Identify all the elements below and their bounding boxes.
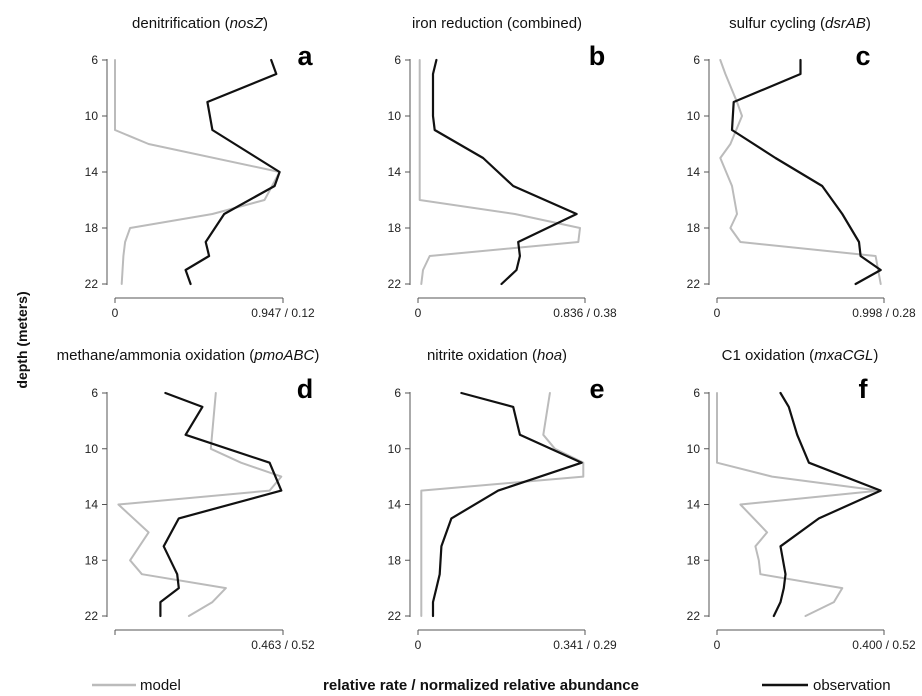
y-tick-label: 18 (687, 553, 701, 567)
y-tick-label: 10 (388, 442, 402, 456)
panel-letter: b (589, 41, 606, 71)
y-tick-label: 6 (693, 53, 700, 67)
panel-b-title: iron reduction (combined) (412, 15, 582, 32)
model-series-line (418, 59, 581, 285)
panel-title-text: denitrification ( (132, 15, 230, 32)
panel-letter: c (855, 41, 870, 71)
panel-e: nitrite oxidation (hoa) e 6 10 14 18 22 0 0.341 … (388, 347, 617, 652)
panel-letter: f (859, 374, 869, 404)
panel-letter: a (297, 41, 313, 71)
x-tick-label: 0 (714, 638, 721, 652)
x-tick-label: 0.998 / 0.28 (852, 306, 916, 320)
y-tick-label: 10 (388, 109, 402, 123)
legend-model: model (92, 677, 181, 694)
panel-d-title: methane/ammonia oxidation (pmoABC) (57, 347, 320, 364)
y-axis-label: depth (meters) (14, 291, 30, 388)
y-tick-label: 18 (687, 221, 701, 235)
x-tick-label: 0.836 / 0.38 (553, 306, 617, 320)
panel-title-gene: hoa (537, 347, 562, 364)
panel-title-close: ) (314, 347, 319, 364)
panel-d: methane/ammonia oxidation (pmoABC)d61014… (57, 347, 320, 652)
legend-model-label: model (140, 677, 181, 694)
y-tick-label: 18 (388, 553, 402, 567)
panel-title-gene: pmoABC (253, 347, 314, 364)
observation-series-line (431, 58, 578, 286)
panel-f-title: C1 oxidation (mxaCGL) (722, 347, 879, 364)
y-tick-label: 10 (85, 442, 99, 456)
panel-title-text: C1 oxidation ( (722, 347, 815, 364)
x-tick-label: 0 (714, 306, 721, 320)
y-tick-label: 18 (388, 221, 402, 235)
model-series-line (716, 392, 880, 617)
x-tick-label: 0.341 / 0.29 (553, 638, 617, 652)
model-series-line (420, 392, 585, 617)
y-tick-label: 18 (85, 221, 99, 235)
x-tick-label: 0.947 / 0.12 (251, 306, 315, 320)
y-tick-label: 6 (693, 386, 700, 400)
panel-c-title: sulfur cycling (dsrAB) (729, 15, 871, 32)
y-tick-label: 6 (394, 53, 401, 67)
panel-title-gene: dsrAB (825, 15, 866, 32)
observation-series-line (772, 391, 882, 618)
panel-title-close: ) (873, 347, 878, 364)
y-tick-label: 14 (388, 165, 402, 179)
panel-a: denitrification (nosZ) a 6 10 14 18 22 0 0.947 /… (85, 15, 315, 320)
x-tick-label: 0.400 / 0.52 (852, 638, 916, 652)
panel-a-title: denitrification (nosZ) (132, 15, 268, 32)
observation-series-line (431, 391, 583, 618)
panel-title-close: ) (866, 15, 871, 32)
model-series-line (719, 59, 882, 285)
observation-series-line (184, 58, 281, 286)
legend-observation: observation (762, 677, 891, 694)
observation-series-line (159, 391, 283, 618)
y-tick-label: 22 (388, 277, 402, 291)
model-series-line (114, 59, 281, 285)
observation-series-line (730, 58, 882, 286)
x-tick-label: 0 (415, 306, 422, 320)
y-tick-label: 10 (85, 109, 99, 123)
y-tick-label: 10 (687, 109, 701, 123)
x-axis-label: relative rate / normalized relative abun… (323, 677, 639, 694)
y-tick-label: 18 (85, 553, 99, 567)
legend-observation-label: observation (813, 677, 891, 694)
panel-title-close: ) (562, 347, 567, 364)
y-tick-label: 14 (85, 498, 99, 512)
y-tick-label: 14 (388, 498, 402, 512)
panel-letter: d (297, 374, 314, 404)
panel-c: sulfur cycling (dsrAB) c 6 10 14 18 22 0 0.998 /… (687, 15, 916, 320)
y-tick-label: 6 (91, 53, 98, 67)
panel-title-gene: mxaCGL (814, 347, 873, 364)
y-tick-label: 6 (394, 386, 401, 400)
panel-e-title: nitrite oxidation (hoa) (427, 347, 567, 364)
y-tick-label: 22 (388, 609, 402, 623)
panel-title-text: nitrite oxidation ( (427, 347, 537, 364)
y-tick-label: 14 (85, 165, 99, 179)
panel-title-text: methane/ammonia oxidation ( (57, 347, 255, 364)
x-tick-label: 0.463 / 0.52 (251, 638, 315, 652)
y-tick-label: 10 (687, 442, 701, 456)
panel-title-text: iron reduction (combined) (412, 15, 582, 32)
panel-title-gene: nosZ (230, 15, 264, 32)
panel-letter: e (589, 374, 604, 404)
y-tick-label: 14 (687, 498, 701, 512)
y-tick-label: 22 (687, 277, 701, 291)
x-tick-label: 0 (112, 306, 119, 320)
y-tick-label: 6 (91, 386, 98, 400)
y-tick-label: 22 (687, 609, 701, 623)
model-series-line (117, 392, 283, 617)
panel-title-close: ) (263, 15, 268, 32)
y-tick-label: 22 (85, 277, 99, 291)
y-tick-label: 14 (687, 165, 701, 179)
y-tick-label: 22 (85, 609, 99, 623)
panel-title-text: sulfur cycling ( (729, 15, 825, 32)
x-tick-label: 0 (415, 638, 422, 652)
panel-b: iron reduction (combined) b 6 10 14 18 22 0 0.83… (388, 15, 617, 320)
